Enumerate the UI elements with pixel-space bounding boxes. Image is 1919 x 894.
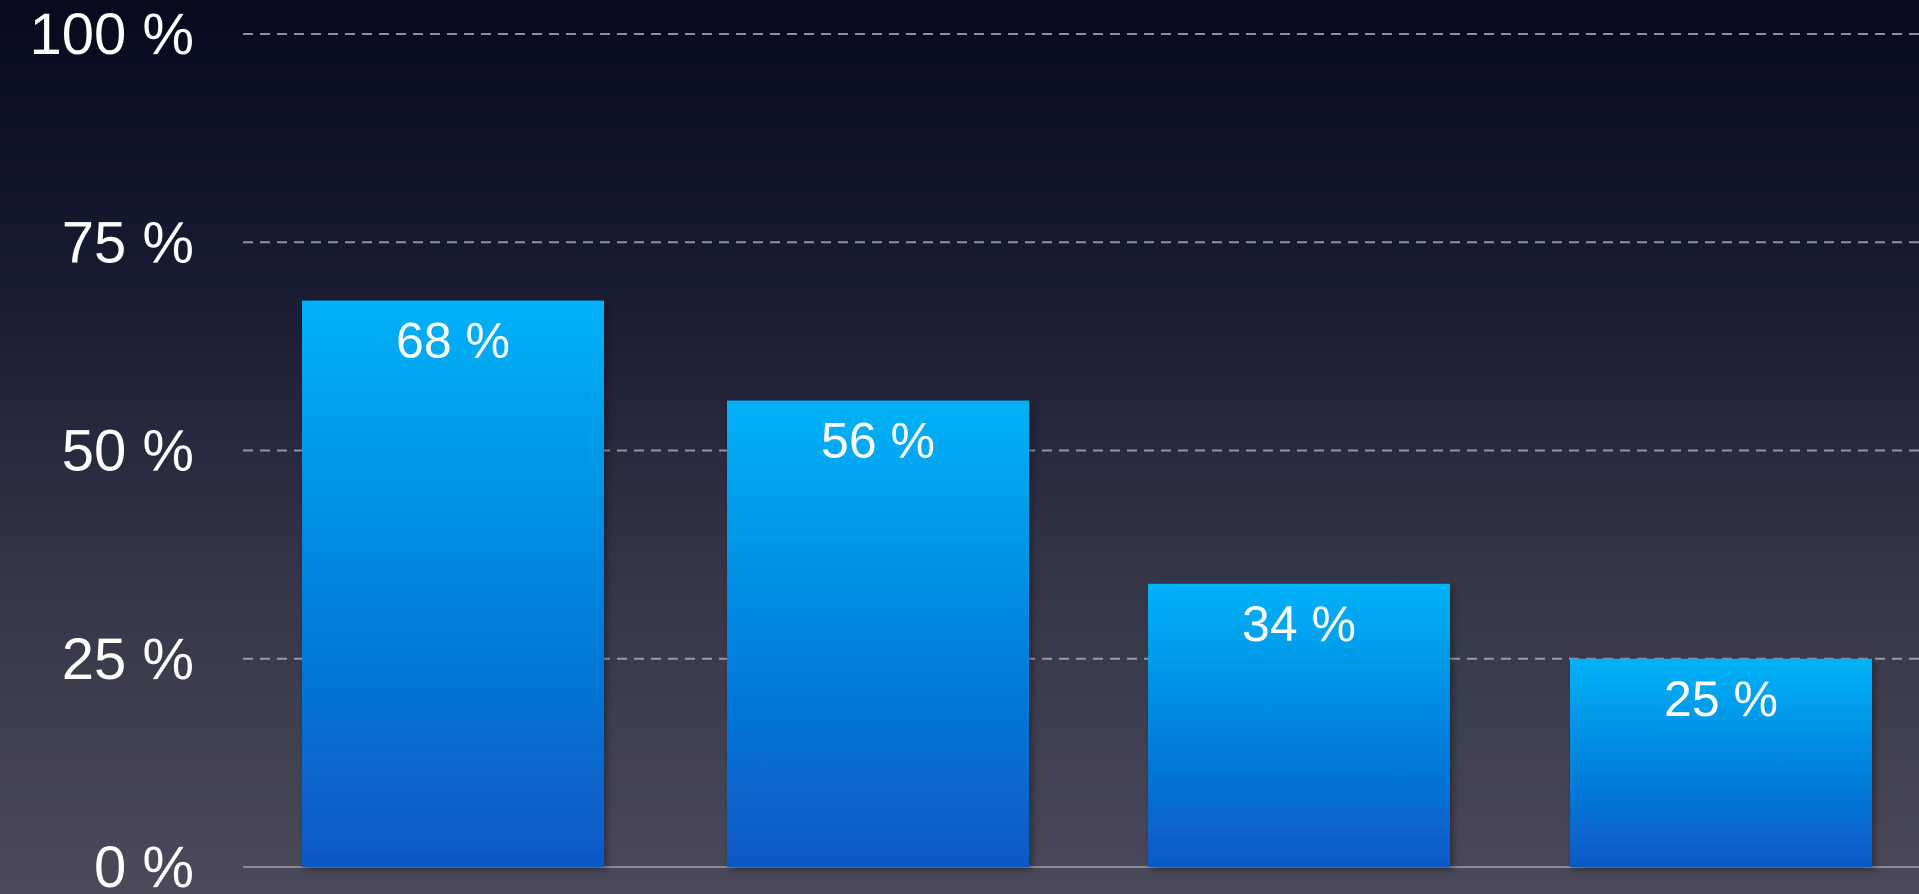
y-tick-label: 25 %: [62, 627, 194, 692]
y-tick-label: 100 %: [30, 2, 194, 67]
y-tick-label: 50 %: [62, 419, 194, 484]
bar-value-label: 34 %: [1242, 596, 1356, 652]
bar-2: [727, 400, 1029, 867]
bar-3: [1148, 583, 1450, 867]
bar-value-label: 68 %: [396, 313, 510, 369]
y-tick-label: 0 %: [94, 835, 194, 894]
y-axis: 0 % 25 % 50 % 75 % 100 %: [30, 2, 194, 894]
y-tick-label: 75 %: [62, 210, 194, 275]
bar-value-label: 56 %: [821, 413, 935, 469]
bars: [302, 300, 1872, 867]
bar-1: [302, 300, 604, 867]
bar-value-label: 25 %: [1664, 671, 1778, 727]
bar-4: [1570, 658, 1872, 867]
data-labels: 68 % 56 % 34 % 25 %: [396, 313, 1778, 727]
